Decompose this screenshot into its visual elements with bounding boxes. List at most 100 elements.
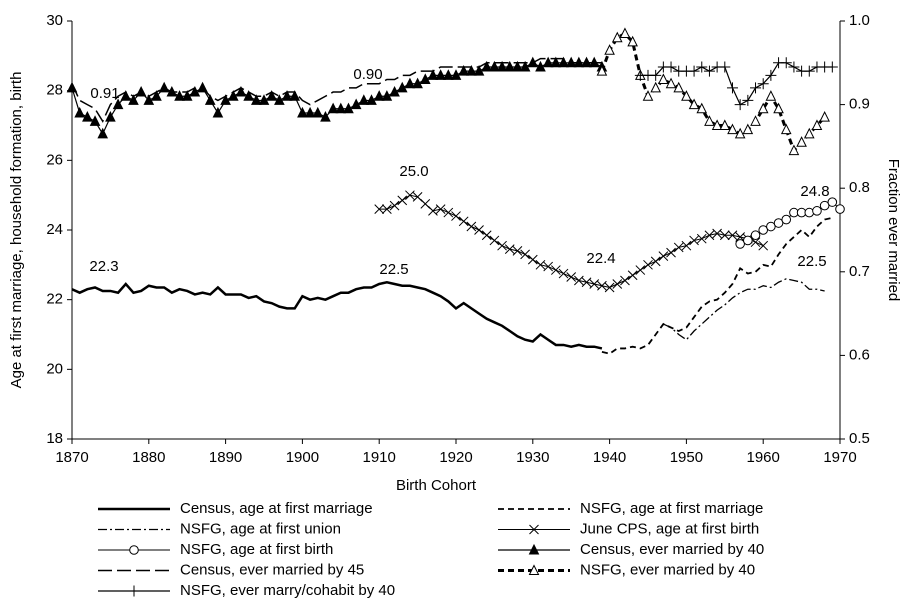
marker bbox=[589, 279, 600, 289]
marker bbox=[612, 279, 623, 289]
marker bbox=[719, 61, 731, 73]
x-tick-label: 1970 bbox=[823, 449, 856, 466]
annotation: 22.5 bbox=[797, 253, 826, 270]
y2-tick-label: 0.5 bbox=[849, 430, 870, 447]
x-tick-label: 1900 bbox=[286, 449, 319, 466]
marker bbox=[758, 240, 769, 251]
series-line bbox=[71, 280, 603, 350]
marker bbox=[481, 230, 492, 241]
marker bbox=[251, 94, 262, 105]
legend-label: NSFG, age at first union bbox=[180, 520, 341, 537]
marker bbox=[627, 270, 638, 281]
marker bbox=[496, 60, 508, 72]
marker bbox=[481, 60, 493, 72]
marker bbox=[673, 242, 684, 253]
marker bbox=[535, 60, 546, 72]
y2-tick-label: 0.6 bbox=[849, 346, 870, 363]
marker bbox=[681, 240, 692, 251]
marker bbox=[780, 57, 792, 69]
marker bbox=[673, 81, 685, 93]
marker bbox=[542, 56, 554, 68]
marker bbox=[765, 69, 777, 81]
marker bbox=[381, 90, 393, 101]
marker bbox=[650, 69, 662, 81]
marker bbox=[350, 98, 362, 110]
x-axis-label: Birth Cohort bbox=[396, 477, 477, 494]
x-tick-label: 1890 bbox=[209, 449, 242, 466]
marker bbox=[689, 235, 699, 246]
y2-tick-label: 0.9 bbox=[849, 96, 870, 113]
marker bbox=[512, 246, 523, 256]
marker bbox=[396, 81, 408, 93]
marker bbox=[666, 247, 676, 258]
y-tick-label: 18 bbox=[46, 430, 63, 447]
marker bbox=[158, 81, 170, 93]
x-tick-label: 1920 bbox=[439, 449, 472, 466]
marker bbox=[473, 65, 485, 76]
marker bbox=[343, 102, 354, 114]
marker bbox=[665, 77, 677, 89]
marker bbox=[704, 230, 715, 241]
marker bbox=[243, 90, 254, 101]
marker bbox=[535, 259, 546, 270]
marker bbox=[474, 225, 484, 235]
marker bbox=[688, 65, 700, 77]
annotation: 0.90 bbox=[353, 66, 382, 83]
marker bbox=[389, 200, 400, 211]
marker bbox=[397, 195, 408, 206]
marker bbox=[773, 218, 784, 228]
marker bbox=[635, 265, 646, 275]
legend-label: NSFG, ever married by 40 bbox=[580, 561, 755, 578]
marker bbox=[420, 199, 431, 209]
marker bbox=[405, 190, 415, 201]
marker bbox=[757, 78, 769, 90]
marker bbox=[827, 197, 838, 207]
marker bbox=[658, 73, 669, 85]
marker bbox=[451, 211, 461, 221]
marker bbox=[743, 235, 753, 246]
series-line bbox=[601, 216, 833, 355]
annotation: 0.91 bbox=[90, 85, 119, 102]
marker bbox=[427, 69, 439, 80]
marker bbox=[758, 225, 769, 235]
marker bbox=[212, 106, 224, 118]
y2-axis-label: Fraction ever married bbox=[885, 159, 902, 302]
marker bbox=[82, 111, 93, 122]
marker bbox=[711, 119, 723, 130]
marker bbox=[773, 102, 784, 114]
marker bbox=[358, 94, 370, 105]
y-tick-label: 22 bbox=[46, 291, 63, 308]
marker bbox=[696, 61, 708, 73]
annotation: 22.4 bbox=[586, 250, 615, 267]
marker bbox=[812, 206, 822, 216]
marker bbox=[681, 90, 692, 101]
marker bbox=[374, 204, 385, 214]
marker bbox=[620, 275, 630, 286]
marker bbox=[750, 237, 761, 248]
marker bbox=[704, 115, 715, 126]
marker bbox=[581, 277, 592, 288]
marker bbox=[788, 61, 800, 73]
marker bbox=[389, 85, 400, 97]
marker bbox=[696, 233, 707, 244]
marker bbox=[428, 205, 438, 216]
marker bbox=[726, 82, 738, 94]
annotation: 25.0 bbox=[399, 163, 428, 180]
marker bbox=[266, 90, 277, 101]
marker bbox=[742, 94, 754, 106]
marker bbox=[151, 90, 162, 101]
marker bbox=[750, 82, 762, 94]
marker bbox=[803, 65, 815, 77]
marker bbox=[189, 85, 201, 97]
marker bbox=[734, 127, 746, 139]
series-line bbox=[71, 57, 602, 123]
legend-marker bbox=[528, 543, 540, 555]
marker bbox=[450, 69, 462, 80]
series-line bbox=[600, 31, 826, 154]
y-tick-label: 30 bbox=[46, 12, 63, 29]
marker bbox=[335, 102, 347, 114]
marker bbox=[735, 239, 745, 249]
x-tick-label: 1880 bbox=[132, 449, 165, 466]
marker bbox=[435, 204, 446, 214]
y-axis-label: Age at first marriage, household formati… bbox=[8, 72, 25, 389]
